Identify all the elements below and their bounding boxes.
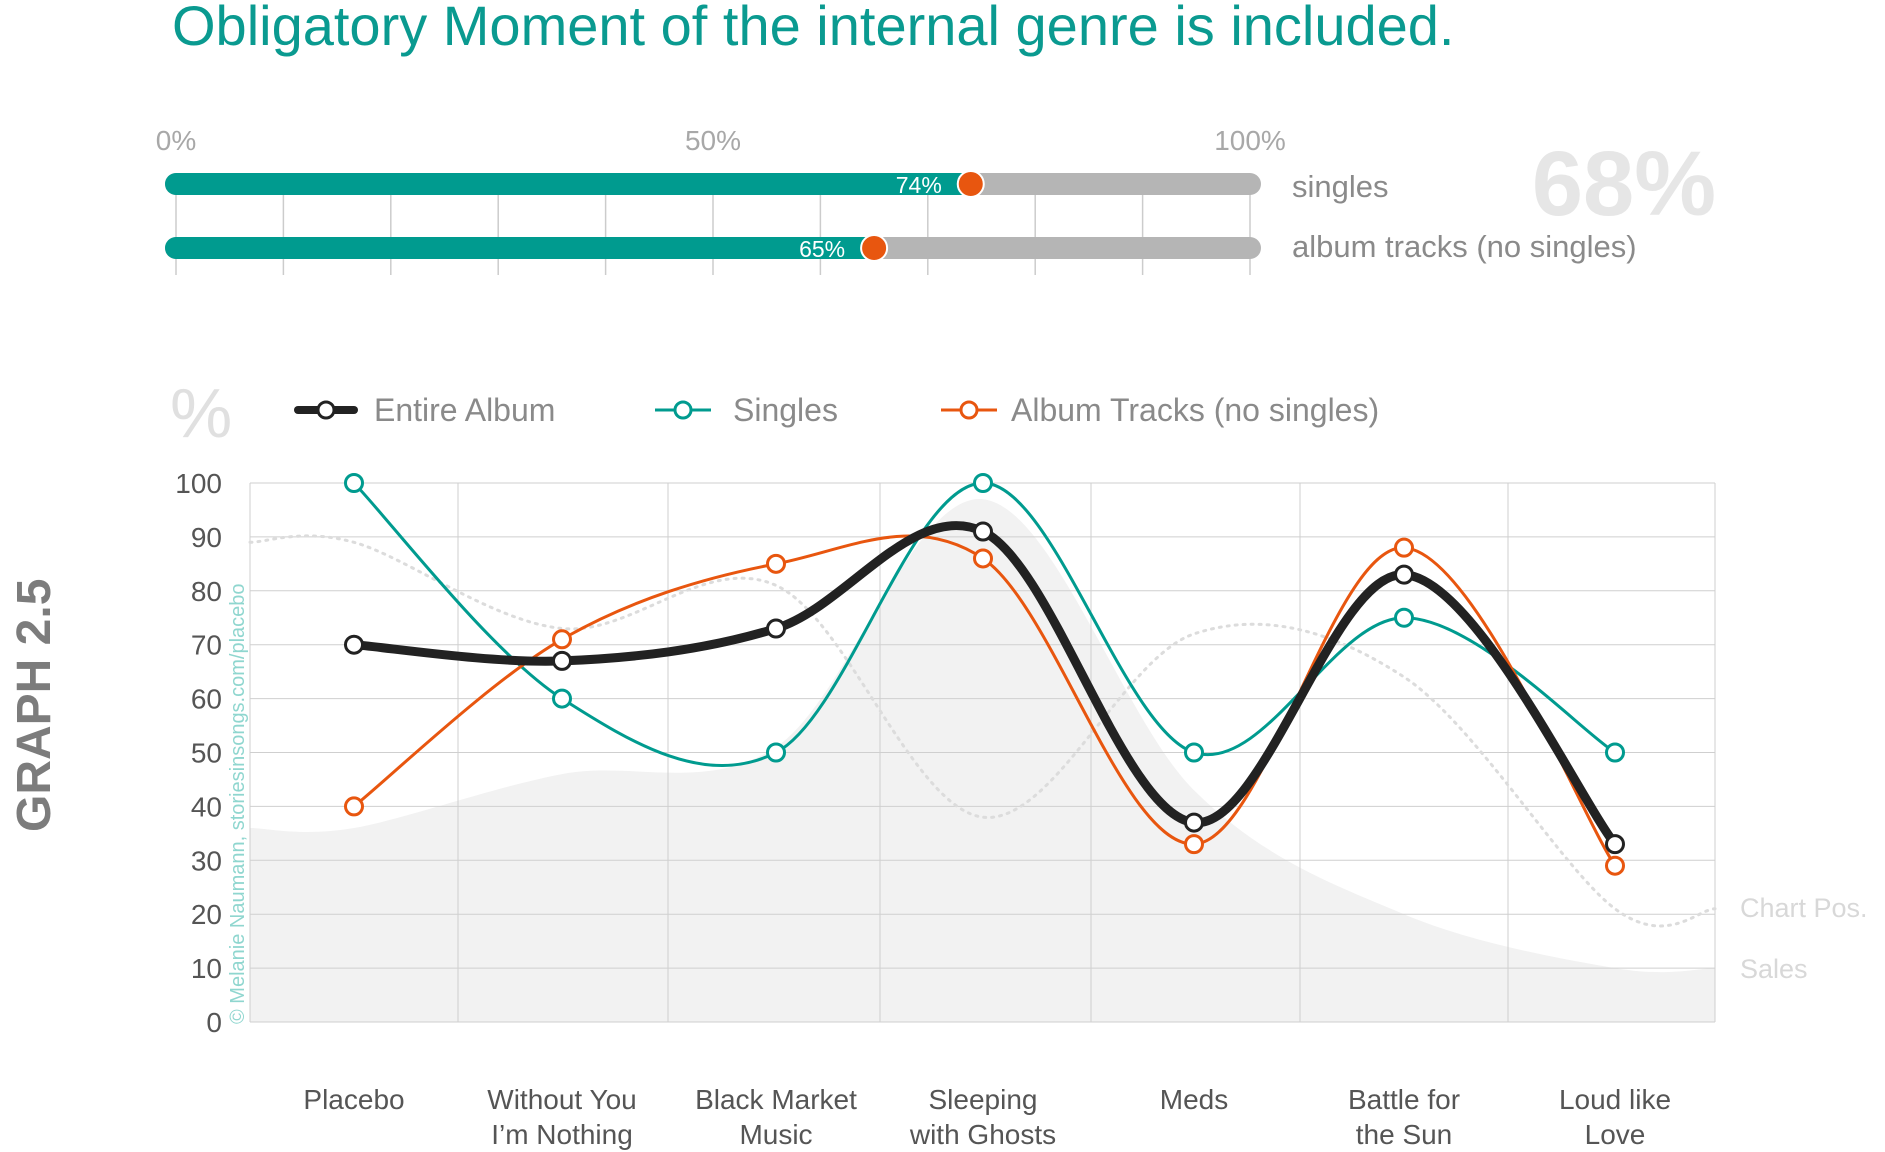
y-tick-label: 100 — [175, 468, 222, 499]
progress-value-album-tracks: 65% — [799, 236, 845, 262]
legend-singles-marker — [673, 400, 693, 420]
point-entire-album — [766, 618, 786, 639]
y-tick-label: 40 — [191, 791, 222, 822]
y-tick-label: 50 — [191, 738, 222, 769]
y-tick-label: 30 — [191, 845, 222, 876]
legend-album-tracks: Album Tracks (no singles) — [941, 392, 1379, 428]
progress-scale-100: 100% — [1214, 125, 1286, 156]
point-entire-album — [344, 634, 364, 655]
point-album-tracks — [552, 629, 572, 650]
point-singles — [344, 473, 364, 493]
y-tick-label: 0 — [206, 1007, 222, 1038]
point-entire-album — [1394, 564, 1414, 585]
x-tick-label: Black Market Music — [695, 1084, 857, 1150]
point-album-tracks — [1184, 834, 1204, 855]
x-tick-label: Without You I’m Nothing — [487, 1084, 636, 1150]
x-tick-label: Meds — [1160, 1084, 1228, 1115]
sales-label: Sales — [1740, 954, 1808, 984]
sales-area — [250, 499, 1715, 1022]
chart-pos-label: Chart Pos. — [1740, 893, 1868, 923]
point-singles — [1184, 742, 1204, 763]
y-tick-label: 80 — [191, 576, 222, 607]
point-album-tracks — [1394, 537, 1414, 558]
legend-singles-label: Singles — [733, 392, 838, 428]
y-axis-ticks: 0 10 20 30 40 50 60 70 80 90 100 — [175, 468, 222, 1038]
graph-number-label: GRAPH 2.5 — [8, 579, 61, 832]
point-album-tracks — [973, 548, 993, 569]
legend-singles: Singles — [655, 392, 838, 428]
big-percent-value: 68% — [1532, 133, 1716, 235]
progress-label-singles: singles — [1292, 169, 1389, 204]
legend-album-tracks-marker — [959, 400, 979, 420]
legend-album-tracks-label: Album Tracks (no singles) — [1011, 392, 1379, 428]
point-singles — [766, 742, 786, 763]
plot-gridlines — [249, 482, 1716, 1023]
point-entire-album — [1605, 834, 1625, 855]
point-album-tracks — [766, 553, 786, 574]
x-tick-label: Sleeping with Ghosts — [909, 1084, 1056, 1150]
progress-marker-album-tracks — [860, 234, 889, 262]
y-tick-label: 60 — [191, 684, 222, 715]
point-singles — [552, 688, 572, 709]
point-singles — [973, 473, 993, 493]
point-entire-album — [552, 650, 572, 671]
chart-pos-line — [248, 534, 1717, 928]
plot-area: 0 10 20 30 40 50 60 70 80 90 100 Placebo Without Yo… — [175, 468, 1867, 1150]
progress-marker-singles — [956, 170, 985, 198]
series-line-album-tracks — [353, 534, 1617, 867]
x-tick-label: Loud like Love — [1559, 1084, 1671, 1150]
progress-value-singles: 74% — [896, 172, 942, 198]
point-entire-album — [973, 521, 993, 542]
x-axis-labels: Placebo Without You I’m Nothing Black Marke… — [303, 1084, 1671, 1150]
progress-section: 0% 50% 100% 74% 65% singles album tracks … — [156, 125, 1716, 275]
copyright-credit: © Melanie Naumann, storiesinsongs.com/pl… — [227, 583, 249, 1024]
legend-entire-album-label: Entire Album — [374, 392, 555, 428]
y-tick-label: 90 — [191, 522, 222, 553]
series-points — [344, 473, 1625, 876]
y-tick-label: 70 — [191, 630, 222, 661]
x-tick-label: Battle for the Sun — [1348, 1084, 1460, 1150]
y-unit-label: % — [170, 374, 232, 452]
point-album-tracks — [1605, 855, 1625, 876]
y-tick-label: 20 — [191, 899, 222, 930]
progress-bars: 74% 65% — [165, 170, 1261, 262]
x-tick-label: Placebo — [303, 1084, 404, 1115]
legend-entire-album-marker — [316, 400, 336, 420]
y-tick-label: 10 — [191, 953, 222, 984]
legend: % Entire Album Singles Album Tracks (no … — [170, 374, 1379, 452]
point-entire-album — [1184, 812, 1204, 833]
point-album-tracks — [344, 796, 364, 817]
point-singles — [1394, 607, 1414, 628]
chart-title: Obligatory Moment of the internal genre … — [172, 0, 1454, 57]
progress-scale-0: 0% — [156, 125, 196, 156]
progress-scale-50: 50% — [685, 125, 741, 156]
progress-label-album-tracks: album tracks (no singles) — [1292, 229, 1637, 264]
point-singles — [1605, 742, 1625, 763]
legend-entire-album: Entire Album — [294, 392, 555, 428]
